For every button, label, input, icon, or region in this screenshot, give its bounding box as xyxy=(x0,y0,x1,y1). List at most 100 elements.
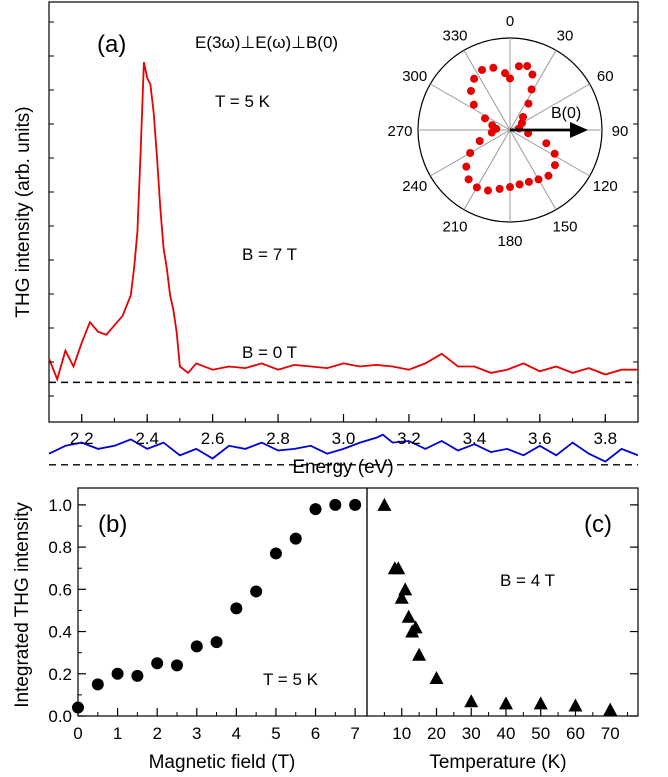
polar-angle-label: 330 xyxy=(442,28,467,45)
panel-b-ticks: 0 1 2 3 4 5 6 7 0.0 0.2 0.4 0.6 0.8 1.0 xyxy=(48,496,359,743)
b7-label: B = 7 T xyxy=(242,245,297,264)
polar-point xyxy=(466,86,475,95)
data-point-c xyxy=(464,694,479,708)
polar-point xyxy=(470,74,479,83)
panel-c-frame xyxy=(366,487,639,717)
data-point-b xyxy=(230,602,243,615)
data-point-c xyxy=(408,620,423,634)
y-tick-label-b: 0.4 xyxy=(48,623,72,642)
y-axis-label-b: Integrated THG intensity xyxy=(12,502,33,708)
x-tick-label-c: 40 xyxy=(497,724,516,743)
polar-inset: 0 30 60 90 120 150 180 210 240 270 300 330 B(0) xyxy=(387,13,628,250)
x-tick-label-b: 5 xyxy=(271,724,280,743)
panel-b: 0 1 2 3 4 5 6 7 0.0 0.2 0.4 0.6 0.8 1.0 (b) T = 5 K M… xyxy=(12,487,368,773)
polar-angle-labels: 0 30 60 90 120 150 180 210 240 270 300 330 xyxy=(387,13,628,250)
y-tick-label-b: 1.0 xyxy=(48,496,72,515)
x-axis-label-a: Energy (eV) xyxy=(292,457,393,478)
panel-b-points xyxy=(72,498,362,714)
y-tick-label-b: 0.2 xyxy=(48,665,72,684)
data-point-c xyxy=(533,696,548,710)
data-point-b xyxy=(72,701,84,714)
x-tick-label-b: 2 xyxy=(152,724,161,743)
x-tick-label-c: 20 xyxy=(427,724,446,743)
data-point-b xyxy=(131,669,144,682)
polar-point xyxy=(519,112,528,121)
panel-c-label: (c) xyxy=(584,511,612,538)
polar-point xyxy=(544,171,553,180)
polar-point xyxy=(489,63,498,72)
polar-point xyxy=(523,62,532,71)
data-point-c xyxy=(568,698,583,712)
polar-point xyxy=(506,183,514,192)
polar-angle-label: 240 xyxy=(402,178,427,195)
polar-point xyxy=(466,149,475,157)
data-point-b xyxy=(111,667,124,680)
x-tick-label-b: 0 xyxy=(73,724,82,743)
x-tick-label-a: 3.6 xyxy=(528,429,552,448)
x-tick-label-b: 3 xyxy=(192,724,201,743)
x-tick-label-a: 3.4 xyxy=(463,429,487,448)
polar-angle-label: 300 xyxy=(402,68,427,85)
panel-a-label: (a) xyxy=(97,31,126,58)
x-tick-label-a: 2.4 xyxy=(135,429,159,448)
polar-point xyxy=(506,74,514,83)
panel-c-points xyxy=(377,497,618,716)
data-point-b xyxy=(289,532,302,545)
polar-angle-label: 180 xyxy=(497,233,522,250)
polar-point xyxy=(528,70,537,79)
data-point-b xyxy=(329,498,342,511)
x-tick-label-a: 2.6 xyxy=(201,429,225,448)
temperature-label-a: T = 5 K xyxy=(215,92,271,111)
polar-point xyxy=(464,175,473,184)
polar-point xyxy=(524,99,533,108)
y-tick-label-b: 0.6 xyxy=(48,580,72,599)
data-point-c xyxy=(398,582,413,596)
polar-spoke xyxy=(463,129,511,210)
x-tick-label-b: 1 xyxy=(113,724,122,743)
temperature-label-b: T = 5 K xyxy=(263,670,319,689)
b-field-arrow-label: B(0) xyxy=(551,105,581,122)
polar-point xyxy=(480,114,489,123)
polar-angle-label: 30 xyxy=(557,28,574,45)
polar-angle-label: 120 xyxy=(593,178,618,195)
series-line-b7 xyxy=(48,62,638,382)
polar-spoke xyxy=(430,83,511,131)
data-point-c xyxy=(394,590,409,604)
polar-point xyxy=(527,85,536,94)
data-point-b xyxy=(210,636,223,649)
x-tick-label-a: 2.8 xyxy=(266,429,290,448)
x-tick-label-a: 2.2 xyxy=(70,429,94,448)
polar-point xyxy=(478,65,487,74)
data-point-c xyxy=(498,696,513,710)
x-tick-label-b: 6 xyxy=(311,724,320,743)
x-tick-label-c: 70 xyxy=(601,724,620,743)
polar-point xyxy=(488,121,497,130)
arrow-head-icon xyxy=(570,122,588,138)
field-label-c: B = 4 T xyxy=(500,571,555,590)
polar-angle-label: 0 xyxy=(506,13,514,30)
polar-angle-label: 90 xyxy=(612,123,629,140)
data-point-b xyxy=(170,659,183,672)
x-tick-label-a: 3.0 xyxy=(332,429,356,448)
x-tick-label-c: 30 xyxy=(462,724,481,743)
polar-point xyxy=(524,177,533,186)
polar-spoke xyxy=(509,129,590,177)
panel-b-label: (b) xyxy=(98,511,127,538)
x-tick-label-c: 10 xyxy=(392,724,411,743)
polar-point xyxy=(483,186,492,195)
panel-a: 2.2 2.4 2.6 2.8 3.0 3.2 3.4 3.6 3.8 (a) E(3ω)⊥E(… xyxy=(13,1,639,478)
data-point-b xyxy=(151,657,164,670)
polar-angle-label: 270 xyxy=(387,123,412,140)
polar-point xyxy=(495,184,504,193)
y-tick-label-b: 0.0 xyxy=(48,707,72,726)
polar-point xyxy=(469,100,478,109)
x-axis-label-b: Magnetic field (T) xyxy=(149,752,296,773)
polar-angle-label: 210 xyxy=(442,218,467,235)
polar-point xyxy=(550,161,559,170)
data-point-b xyxy=(91,678,104,691)
polar-angle-label: 60 xyxy=(597,68,614,85)
x-tick-label-a: 3.8 xyxy=(593,429,617,448)
polarization-config-label: E(3ω)⊥E(ω)⊥B(0) xyxy=(195,33,338,52)
polar-point xyxy=(472,183,481,192)
panel-a-xticks: 2.2 2.4 2.6 2.8 3.0 3.2 3.4 3.6 3.8 xyxy=(48,21,639,448)
